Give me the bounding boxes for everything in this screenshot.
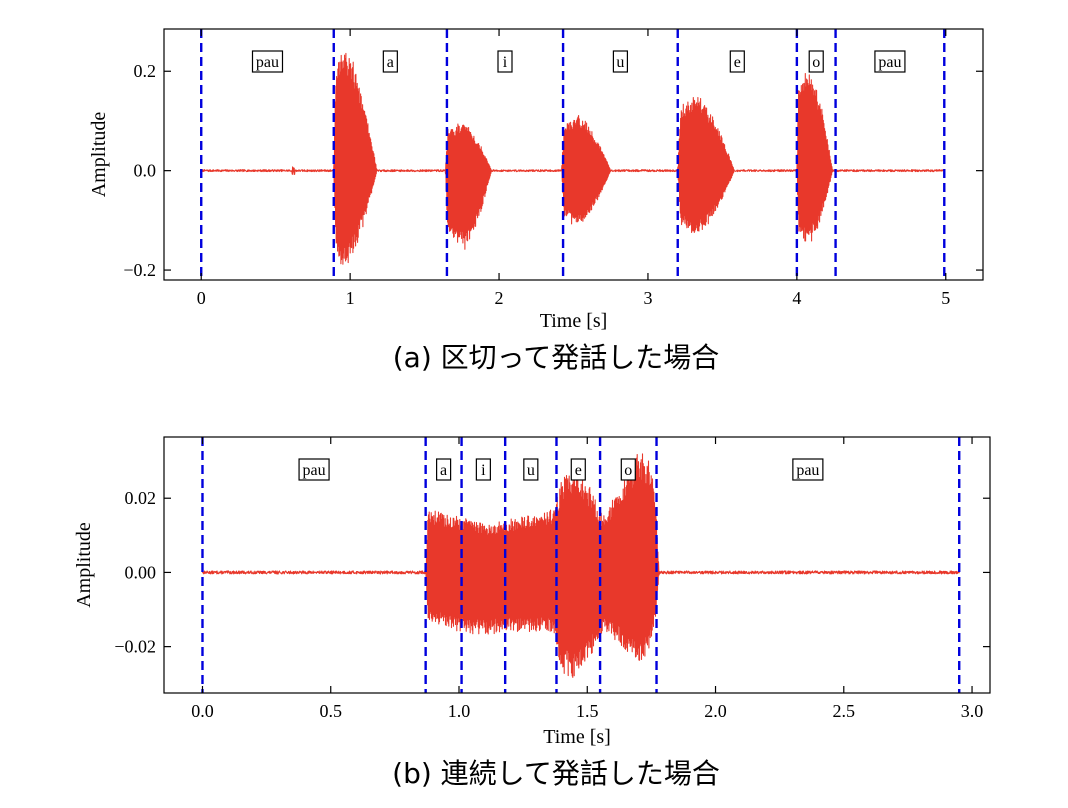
- segment-label-text: a: [440, 462, 447, 479]
- segment-label-text: e: [734, 54, 741, 71]
- segment-label: u: [612, 50, 629, 73]
- segment-label: pau: [298, 458, 330, 481]
- x-tick-label: 3.0: [961, 701, 984, 721]
- segment-label-text: pau: [303, 462, 326, 479]
- segment-label-box: [874, 50, 906, 73]
- x-tick-label: 0: [197, 288, 206, 308]
- segment-label: e: [570, 458, 586, 481]
- x-tick-label: 2.5: [833, 701, 856, 721]
- x-tick-label: 3: [643, 288, 652, 308]
- plot-frame: [163, 28, 984, 281]
- segment-label-text: a: [387, 54, 394, 71]
- segment-label-box: [298, 458, 330, 481]
- x-tick-label: 0.5: [319, 701, 342, 721]
- panel-a: pau a i u e o pau 0 1 2 3 4 5 −0.2 0.0 0.2 Time [s] Ampli…: [88, 28, 984, 374]
- y-tick-label: −0.2: [123, 260, 156, 280]
- y-tick-label: 0.2: [134, 61, 157, 81]
- segment-label-text: o: [812, 54, 820, 71]
- segment-label: o: [620, 458, 636, 481]
- y-tick-label: 0.02: [125, 488, 157, 508]
- x-axis-label: Time [s]: [543, 726, 611, 748]
- x-tick-label: 0.0: [191, 701, 214, 721]
- segment-label-box: [251, 50, 284, 73]
- x-tick-label: 1.0: [448, 701, 471, 721]
- segment-label-box: [570, 458, 586, 481]
- segment-label-text: i: [481, 462, 486, 479]
- segment-label-box: [612, 50, 629, 73]
- segment-label: o: [808, 50, 824, 73]
- segment-label-box: [729, 50, 745, 73]
- y-tick-label: −0.02: [114, 637, 156, 657]
- segment-label-text: u: [616, 54, 624, 71]
- segment-label-text: e: [575, 462, 582, 479]
- segment-label-box: [792, 458, 824, 481]
- segment-label-box: [620, 458, 636, 481]
- segment-label-text: i: [503, 54, 508, 71]
- x-tick-label: 1: [346, 288, 355, 308]
- x-tick-label: 2.0: [704, 701, 727, 721]
- plot-frame: [163, 436, 991, 694]
- segment-label-text: pau: [256, 54, 279, 71]
- segment-label: pau: [792, 458, 824, 481]
- panel-caption: (a) 区切って発話した場合: [393, 341, 720, 374]
- segment-label: pau: [251, 50, 284, 73]
- waveform-line: [200, 52, 945, 265]
- segment-label: i: [475, 458, 491, 481]
- segment-label-box: [808, 50, 824, 73]
- segment-label: u: [523, 458, 539, 481]
- segment-label: e: [729, 50, 745, 73]
- x-tick-label: 1.5: [576, 701, 599, 721]
- x-axis-label: Time [s]: [540, 310, 608, 332]
- y-tick-label: 0.0: [134, 161, 157, 181]
- segment-label: a: [436, 458, 452, 481]
- segment-label-text: pau: [878, 54, 901, 71]
- segment-label: a: [382, 50, 398, 73]
- segment-label-box: [436, 458, 452, 481]
- segment-label-box: [497, 50, 513, 73]
- x-tick-label: 5: [941, 288, 950, 308]
- segment-label-text: u: [527, 462, 535, 479]
- panel-caption: (b) 連続して発話した場合: [392, 757, 720, 790]
- y-axis-label: Amplitude: [73, 522, 95, 608]
- waveform-line: [201, 453, 960, 678]
- y-tick-label: 0.00: [125, 562, 157, 582]
- segment-label: pau: [874, 50, 906, 73]
- segment-label-box: [382, 50, 398, 73]
- segment-label-text: pau: [796, 462, 819, 479]
- segment-label-box: [475, 458, 491, 481]
- x-tick-label: 2: [495, 288, 504, 308]
- panel-b: pau a i u e o pau 0.0 0.5 1.0 1.5 2.0 2.5 3.0 −0.02 0.0…: [73, 436, 991, 790]
- segment-label: i: [497, 50, 513, 73]
- segment-label-text: o: [624, 462, 632, 479]
- segment-label-box: [523, 458, 539, 481]
- y-axis-label: Amplitude: [88, 112, 110, 198]
- x-tick-label: 4: [792, 288, 801, 308]
